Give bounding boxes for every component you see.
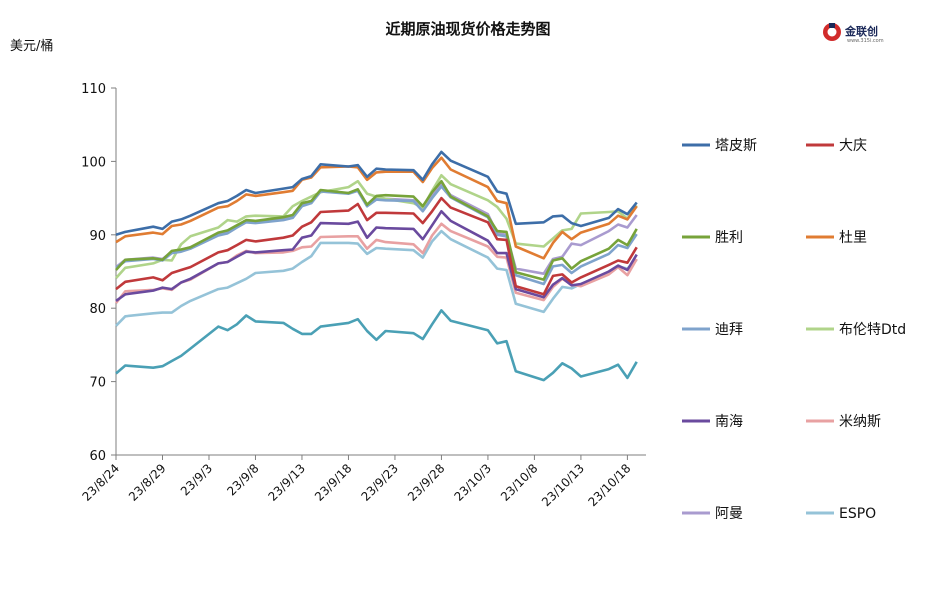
x-tick-label: 23/9/23 [358,461,401,504]
y-axis-unit-label: 美元/桶 [10,39,53,54]
x-tick-label: 23/10/3 [451,461,494,504]
series-line-6 [115,174,638,279]
y-tick-label: 90 [89,229,106,244]
y-tick-label: 60 [89,449,106,464]
legend-label: 米纳斯 [839,414,881,430]
x-tick-label: 23/9/8 [224,461,261,498]
x-tick-label: 23/9/28 [405,461,448,504]
series-line-1 [115,150,638,237]
x-tick-label: 23/10/13 [539,461,587,509]
y-tick-label: 100 [81,155,106,170]
y-tick-label: 70 [89,376,106,391]
x-tick-label: 23/9/3 [178,461,215,498]
legend-item: 迪拜 [682,322,743,338]
series-line-5 [115,185,638,286]
x-tick-label: 23/10/8 [498,461,541,504]
logo-text: 金联创 [844,24,878,38]
legend-label: 大庆 [839,138,867,154]
y-tick-label: 110 [81,82,106,97]
legend-label: 阿曼 [715,506,743,522]
brand-logo: 金联创 www.315i.com [823,23,884,44]
legend-item: 米纳斯 [806,414,881,430]
chart-title: 近期原油现货价格走势图 [385,20,550,38]
legend-label: 布伦特Dtd [839,322,906,338]
x-tick-label: 23/8/24 [80,461,123,504]
legend-label: 杜里 [839,230,867,246]
series-line-unlabeled [115,309,638,382]
legend-item: 大庆 [806,138,867,154]
legend-label: ESPO [839,506,876,522]
series-lines [114,150,638,382]
x-tick-label: 23/10/18 [586,461,634,509]
legend-item: 布伦特Dtd [806,322,906,338]
legend-label: 胜利 [715,230,743,246]
legend-label: 迪拜 [715,322,743,338]
legend-item: 阿曼 [682,506,743,522]
series-line-4 [115,156,638,260]
logo-emblem-icon [823,23,841,41]
legend-label: 南海 [715,414,743,430]
y-tick-label: 80 [89,302,106,317]
series-line-3 [115,179,638,281]
series-line-7 [115,210,638,302]
x-tick-label: 23/8/29 [126,461,169,504]
logo-subtext: www.315i.com [847,38,884,44]
series-line-2 [115,196,638,296]
series-line-10 [115,229,638,327]
axes: 60 70 80 90 100 110 23/8/24 23/8/29 23/9/3 23/9/8… [80,82,646,509]
x-tick-label: 23/9/13 [265,461,308,504]
legend-item: ESPO [806,506,876,522]
x-tick-label: 23/9/18 [312,461,355,504]
legend-item: 杜里 [806,230,867,246]
legend-item: 胜利 [682,230,743,246]
legend-label: 塔皮斯 [715,138,757,154]
legend-item: 塔皮斯 [682,138,757,154]
legend-item: 南海 [682,414,743,430]
